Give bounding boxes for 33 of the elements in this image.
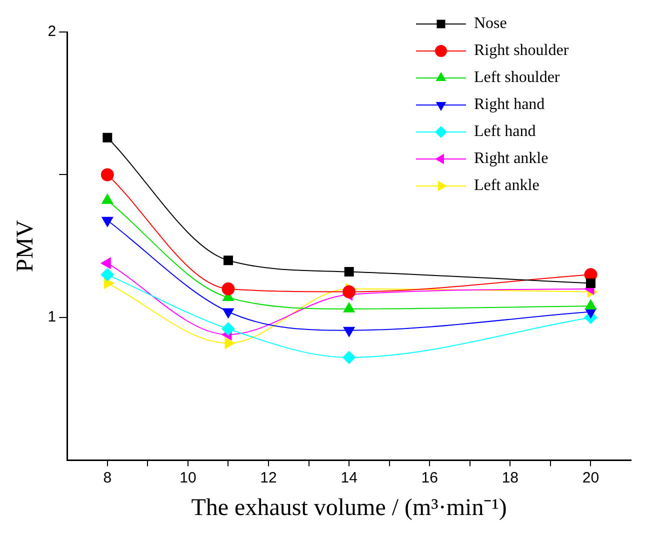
point: [102, 216, 114, 227]
legend-label: Right hand: [474, 96, 545, 114]
point: [100, 168, 114, 182]
point: [100, 268, 114, 282]
x-tick-label: 18: [502, 469, 519, 486]
legend-label: Left ankle: [474, 177, 540, 194]
legend-label: Left shoulder: [474, 69, 560, 86]
point: [586, 278, 596, 288]
legend-label: Left hand: [474, 123, 536, 140]
point: [102, 132, 112, 142]
x-tick-label: 10: [180, 469, 196, 486]
point: [222, 308, 234, 318]
x-tick-label: 20: [582, 469, 600, 486]
point: [222, 282, 235, 296]
legend-label: Nose: [474, 15, 507, 32]
x-tick-label: 16: [421, 469, 438, 486]
x-tick-label: 8: [103, 469, 112, 486]
point: [342, 350, 356, 364]
point: [344, 267, 354, 277]
point: [222, 322, 235, 336]
point: [343, 326, 355, 337]
x-tick-label: 14: [340, 469, 358, 486]
point: [224, 256, 233, 266]
x-tick-label: 12: [260, 469, 277, 486]
point: [342, 285, 356, 298]
y-axis-title: PMV: [12, 219, 39, 272]
y-tick-label: 1: [48, 308, 56, 326]
legend-label: Right shoulder: [474, 42, 570, 60]
point: [585, 300, 596, 310]
point: [104, 278, 114, 289]
x-axis-title: The exhaust volume / (m³·min⁻¹): [191, 494, 507, 521]
legend-label: Right ankle: [474, 150, 548, 168]
y-tick-label: 2: [48, 23, 56, 40]
